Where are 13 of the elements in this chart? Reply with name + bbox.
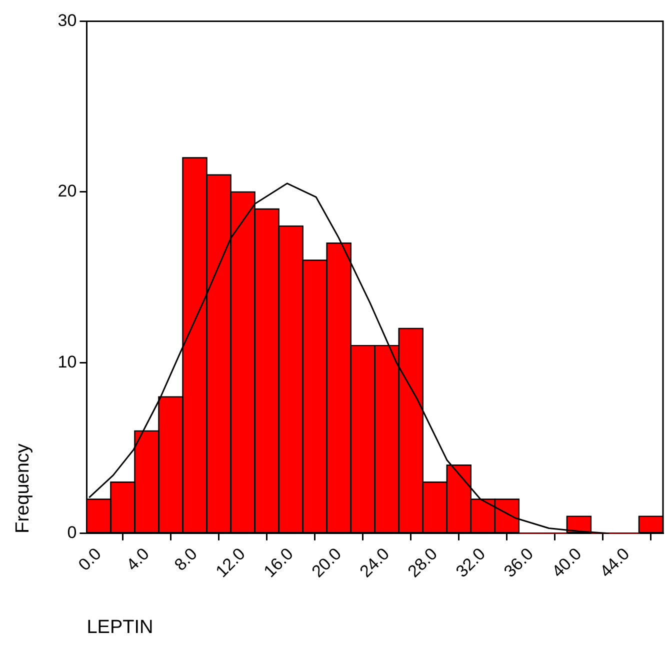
- y-tick-label: 30: [58, 10, 77, 30]
- x-tick-label: 40.0: [548, 544, 586, 582]
- x-tick-label: 44.0: [596, 544, 634, 582]
- x-tick-label: 32.0: [452, 544, 490, 582]
- x-tick-label: 4.0: [122, 544, 153, 574]
- x-axis-title: LEPTIN: [86, 616, 154, 638]
- y-axis-title: Frequency: [12, 443, 34, 534]
- x-tick-label: 8.0: [170, 544, 201, 574]
- y-tick-label: 0: [67, 523, 77, 542]
- x-tick-label: 0.0: [74, 544, 105, 574]
- y-tick-label: 10: [58, 352, 77, 372]
- x-tick-label: 36.0: [500, 544, 538, 582]
- y-tick-label: 20: [58, 182, 77, 201]
